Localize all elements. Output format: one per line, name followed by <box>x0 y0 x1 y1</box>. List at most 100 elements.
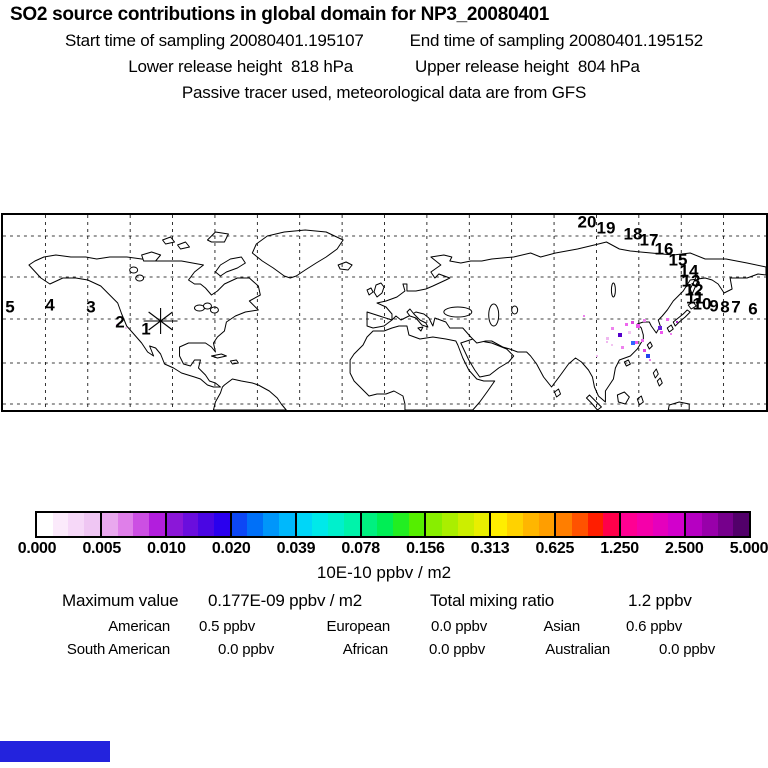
colorbar <box>35 511 751 538</box>
region-label-asian: Asian <box>543 618 580 635</box>
upper-release-text: Upper release height 804 hPa <box>415 57 640 76</box>
concentration-pixel <box>628 331 631 334</box>
concentration-pixel <box>658 326 662 330</box>
trajectory-hour-label: 4 <box>45 295 55 315</box>
world-map: 1 2 3 4 5 6 7 8 9 10 11 12 13 14 15 16 17 18 19 20 <box>1 213 768 412</box>
colorbar-cell <box>426 513 443 536</box>
colorbar-cell <box>166 513 183 536</box>
colorbar-cell <box>296 513 313 536</box>
colorbar-cell <box>457 513 474 536</box>
colorbar-tick-label: 0.020 <box>211 540 251 557</box>
region-label-american: American <box>108 618 170 635</box>
concentration-pixel <box>660 331 663 334</box>
colorbar-cell <box>52 513 69 536</box>
colorbar-cell <box>701 513 718 536</box>
region-label-african: African <box>342 641 388 658</box>
colorbar-tick-label: 0.078 <box>341 540 380 557</box>
colorbar-cell <box>491 513 508 536</box>
colorbar-cell <box>538 513 555 536</box>
sampling-times-line: Start time of sampling 20080401.195107 E… <box>0 31 768 51</box>
colorbar-cell <box>603 513 620 536</box>
trajectory-hour-label: 13 <box>681 271 701 291</box>
concentration-pixel <box>621 346 624 349</box>
concentration-pixel <box>596 355 598 357</box>
colorbar-segment <box>426 513 492 536</box>
grid-lines <box>3 215 766 410</box>
colorbar-segment <box>101 513 167 536</box>
total-mixing-ratio-value: 1.2 ppbv <box>628 591 692 610</box>
concentration-pixel <box>625 323 628 326</box>
coastlines <box>28 229 767 411</box>
colorbar-segment <box>686 513 749 536</box>
concentration-pixel <box>631 321 634 324</box>
trajectory-hour-label: 10 <box>692 294 712 314</box>
colorbar-cell <box>101 513 118 536</box>
page-title: SO2 source contributions in global domai… <box>10 4 550 25</box>
region-label-european: European <box>326 618 391 635</box>
colorbar-cell <box>182 513 199 536</box>
release-heights-line: Lower release height 818 hPa Upper relea… <box>0 57 768 77</box>
colorbar-cell <box>149 513 165 536</box>
colorbar-cell <box>84 513 100 536</box>
concentration-pixel <box>666 318 669 321</box>
concentration-pixel <box>676 321 678 323</box>
colorbar-cell <box>198 513 215 536</box>
colorbar-cell <box>733 513 749 536</box>
trajectory-hour-label: 20 <box>577 212 597 232</box>
map-svg <box>3 215 767 411</box>
colorbar-cell <box>686 513 702 536</box>
colorbar-segment <box>621 513 687 536</box>
colorbar-unit-label: 10E-10 ppbv / m2 <box>316 563 452 582</box>
colorbar-cell <box>343 513 360 536</box>
end-time-text: End time of sampling 20080401.195152 <box>409 31 704 50</box>
colorbar-cell <box>278 513 295 536</box>
concentration-pixel <box>606 341 608 343</box>
trajectory-hour-label: 12 <box>684 280 704 300</box>
region-value-european: 0.0 ppbv <box>431 618 487 635</box>
colorbar-cell <box>442 513 458 536</box>
scrollbar-thumb[interactable] <box>0 741 110 762</box>
colorbar-tick-label: 0.625 <box>535 540 575 557</box>
colorbar-cell <box>393 513 409 536</box>
colorbar-cell <box>652 513 669 536</box>
concentration-pixel <box>641 339 644 342</box>
trajectory-hour-label: 8 <box>720 297 730 317</box>
colorbar-cell <box>247 513 264 536</box>
colorbar-cell <box>133 513 150 536</box>
colorbar-tick-label: 0.005 <box>82 540 121 557</box>
trajectory-hour-label: 5 <box>5 297 15 317</box>
colorbar-cell <box>408 513 425 536</box>
concentration-pixel <box>116 324 118 326</box>
colorbar-cell <box>522 513 539 536</box>
trajectory-hour-label: 18 <box>623 224 643 244</box>
colorbar-segment <box>166 513 232 536</box>
concentration-pixel <box>611 327 614 330</box>
colorbar-segment <box>556 513 622 536</box>
concentration-pixel <box>643 349 646 352</box>
trajectory-hour-label: 15 <box>668 250 688 270</box>
colorbar-cell <box>571 513 588 536</box>
trajectory-hour-label: 6 <box>748 299 758 319</box>
region-value-american: 0.5 ppbv <box>199 618 255 635</box>
colorbar-segment <box>231 513 297 536</box>
concentration-pixel <box>670 333 672 335</box>
region-value-south-american: 0.0 ppbv <box>218 641 274 658</box>
region-label-australian: Australian <box>545 641 610 658</box>
concentration-pixel <box>611 344 613 346</box>
concentration-pixel <box>635 341 638 344</box>
concentration-pixel <box>125 327 127 329</box>
colorbar-cell <box>361 513 378 536</box>
trajectory-hour-label: 3 <box>86 297 96 317</box>
colorbar-tick-label: 0.010 <box>147 540 186 557</box>
colorbar-cell <box>556 513 572 536</box>
colorbar-tick-label: 0.156 <box>406 540 445 557</box>
region-value-australian: 0.0 ppbv <box>659 641 715 658</box>
colorbar-tick-label: 2.500 <box>664 540 704 557</box>
region-value-african: 0.0 ppbv <box>429 641 485 658</box>
colorbar-segment <box>491 513 557 536</box>
trajectory-hour-label: 17 <box>639 230 659 250</box>
trajectory-hour-label: 9 <box>709 296 719 316</box>
colorbar-cell <box>68 513 85 536</box>
region-label-south-american: South American <box>66 641 170 658</box>
